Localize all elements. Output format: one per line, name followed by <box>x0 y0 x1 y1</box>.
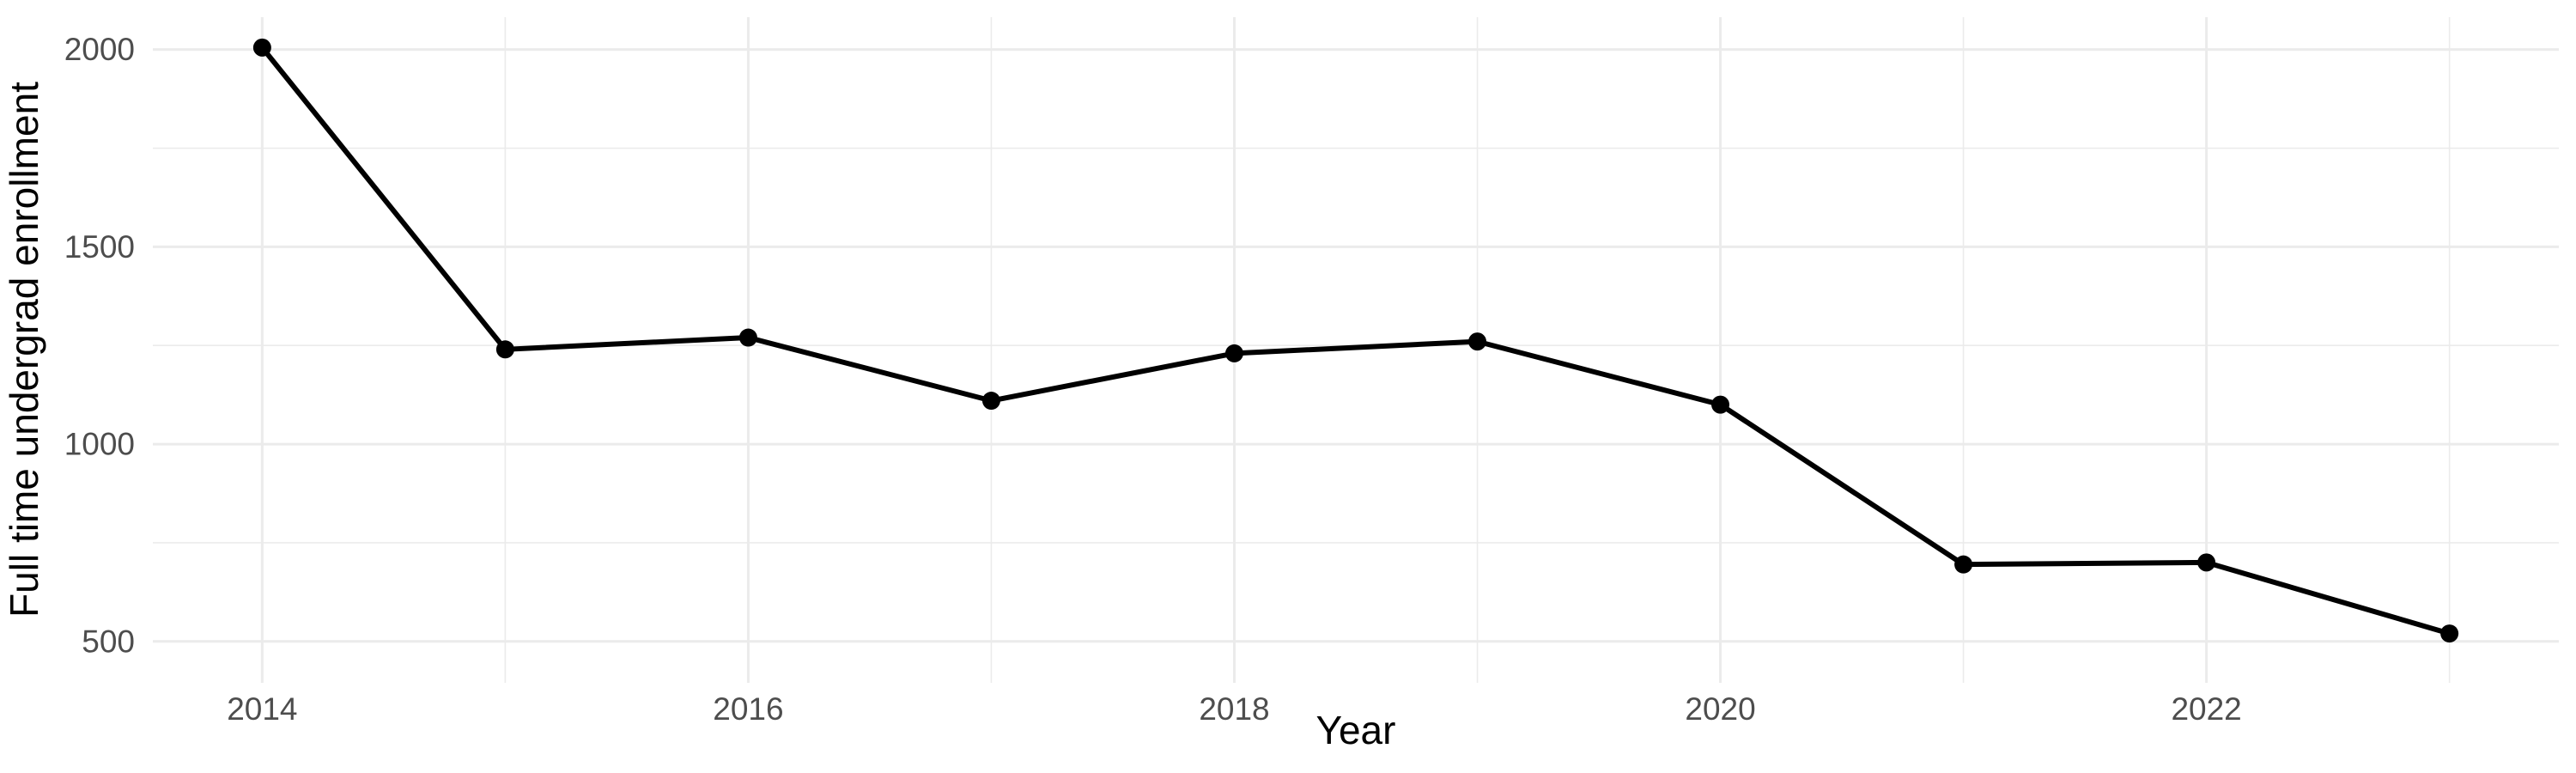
data-point <box>1224 344 1243 362</box>
data-point <box>738 328 757 347</box>
data-point <box>1468 332 1487 351</box>
major-gridlines <box>153 17 2559 683</box>
x-tick-label: 2018 <box>1199 691 1269 727</box>
x-tick-label: 2014 <box>227 691 297 727</box>
y-tick-label: 500 <box>82 624 135 659</box>
enrollment-trend-line <box>259 45 2452 636</box>
x-tick-label: 2022 <box>2171 691 2241 727</box>
x-tick-label: 2016 <box>713 691 783 727</box>
y-tick-label: 1000 <box>64 427 135 462</box>
data-point <box>2197 553 2216 572</box>
data-point <box>1954 555 1973 574</box>
y-tick-label: 1500 <box>64 229 135 265</box>
y-tick-label: 2000 <box>64 32 135 67</box>
x-axis-tick-labels: 2014 2016 2018 2020 2022 <box>227 691 2242 727</box>
y-axis-title: Full time undergrad enrollment <box>2 82 46 618</box>
data-point <box>495 340 514 359</box>
data-point <box>1711 395 1730 414</box>
x-axis-title: Year <box>1316 708 1396 752</box>
data-point <box>2440 624 2459 643</box>
data-point <box>252 38 271 57</box>
data-series <box>252 38 2459 643</box>
data-point <box>981 392 1000 411</box>
y-axis-tick-labels: 500 1000 1500 2000 <box>64 32 135 659</box>
x-tick-label: 2020 <box>1685 691 1755 727</box>
